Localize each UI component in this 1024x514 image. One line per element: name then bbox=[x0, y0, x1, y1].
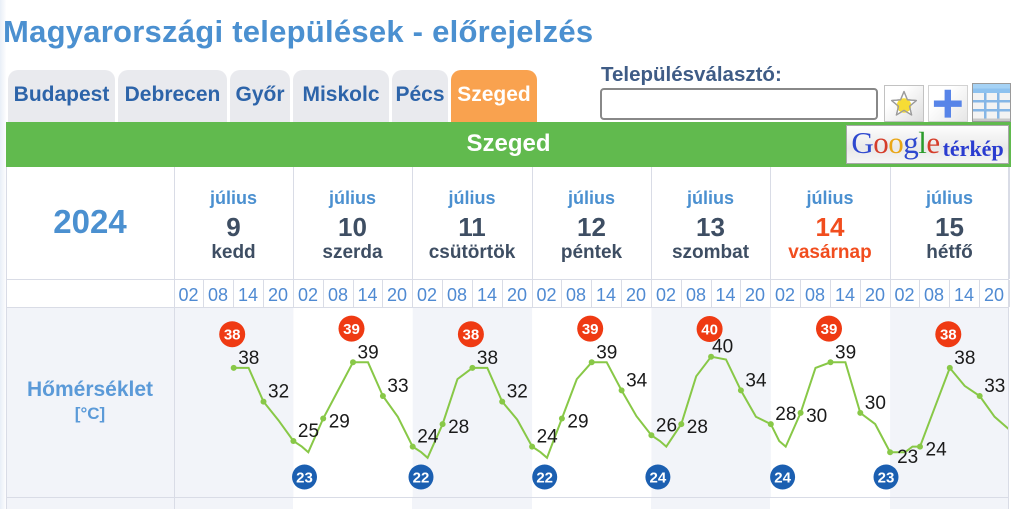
svg-text:34: 34 bbox=[745, 370, 767, 391]
svg-text:39: 39 bbox=[358, 342, 379, 363]
svg-text:39: 39 bbox=[582, 321, 599, 338]
svg-text:38: 38 bbox=[954, 348, 975, 369]
svg-text:34: 34 bbox=[626, 370, 648, 391]
svg-text:22: 22 bbox=[413, 470, 430, 487]
svg-text:28: 28 bbox=[448, 417, 469, 438]
svg-text:40: 40 bbox=[701, 322, 718, 339]
svg-text:28: 28 bbox=[687, 417, 708, 438]
svg-text:38: 38 bbox=[477, 348, 498, 369]
svg-text:32: 32 bbox=[507, 382, 528, 403]
svg-text:39: 39 bbox=[821, 321, 838, 338]
svg-text:23: 23 bbox=[897, 447, 918, 468]
svg-text:38: 38 bbox=[463, 327, 480, 344]
svg-text:29: 29 bbox=[567, 412, 588, 433]
svg-text:23: 23 bbox=[878, 470, 895, 487]
svg-text:28: 28 bbox=[775, 404, 796, 425]
svg-text:30: 30 bbox=[865, 393, 886, 414]
svg-text:38: 38 bbox=[940, 327, 957, 344]
svg-text:24: 24 bbox=[537, 427, 559, 448]
svg-text:38: 38 bbox=[224, 327, 241, 344]
svg-text:24: 24 bbox=[650, 470, 667, 487]
svg-text:24: 24 bbox=[417, 427, 439, 448]
svg-text:40: 40 bbox=[712, 337, 733, 358]
svg-text:24: 24 bbox=[774, 470, 791, 487]
svg-text:33: 33 bbox=[984, 376, 1005, 397]
svg-text:39: 39 bbox=[343, 321, 360, 338]
svg-text:22: 22 bbox=[536, 470, 553, 487]
svg-text:23: 23 bbox=[296, 470, 313, 487]
svg-text:24: 24 bbox=[926, 440, 948, 461]
svg-text:26: 26 bbox=[656, 415, 677, 436]
svg-text:29: 29 bbox=[329, 412, 350, 433]
svg-text:39: 39 bbox=[835, 342, 856, 363]
svg-text:38: 38 bbox=[238, 348, 259, 369]
svg-text:39: 39 bbox=[596, 342, 617, 363]
svg-text:32: 32 bbox=[268, 382, 289, 403]
svg-text:25: 25 bbox=[298, 421, 319, 442]
svg-text:33: 33 bbox=[387, 376, 408, 397]
svg-text:30: 30 bbox=[806, 406, 827, 427]
